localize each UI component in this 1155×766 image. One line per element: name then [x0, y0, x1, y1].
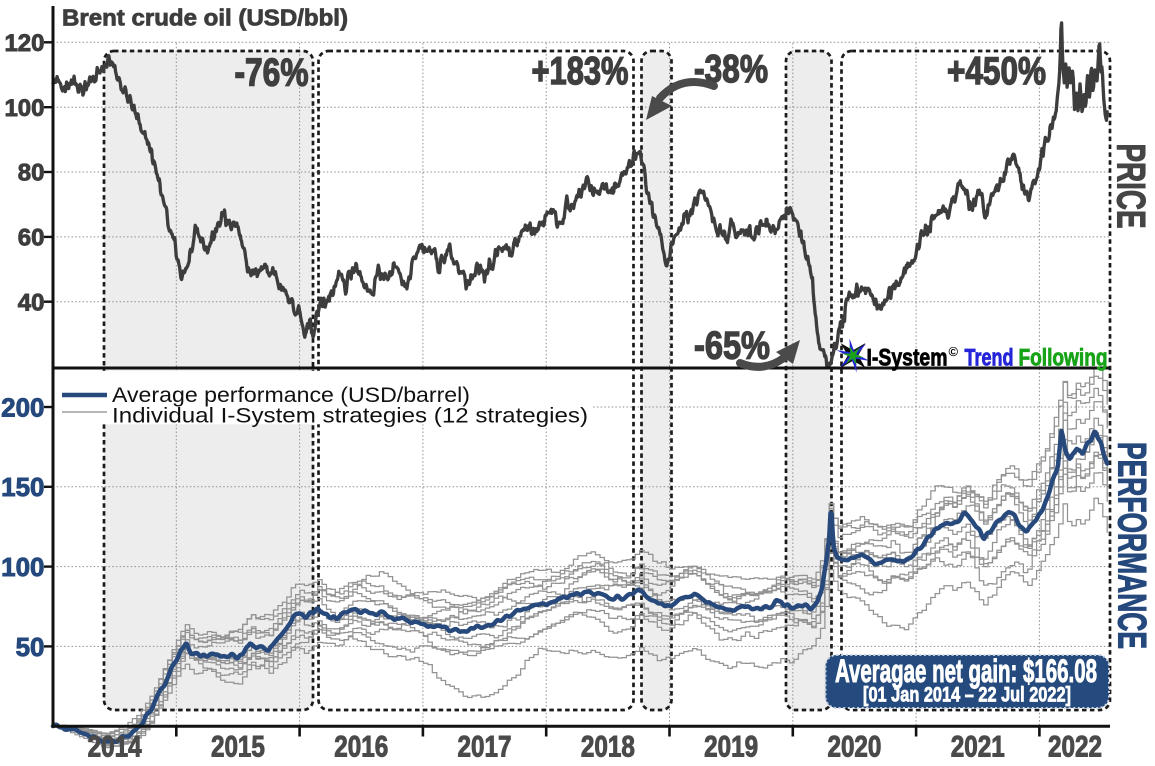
- svg-text:2015: 2015: [211, 731, 265, 764]
- svg-text:2022: 2022: [1048, 731, 1102, 764]
- svg-text:2014: 2014: [88, 731, 142, 764]
- svg-text:I-System: I-System: [867, 345, 948, 372]
- svg-text:120: 120: [4, 30, 44, 57]
- svg-text:+183%: +183%: [532, 50, 629, 93]
- svg-text:2021: 2021: [951, 731, 1005, 764]
- svg-text:40: 40: [18, 289, 45, 316]
- svg-text:150: 150: [1, 472, 44, 502]
- svg-text:Average performance (USD/barre: Average performance (USD/barrel): [112, 384, 470, 407]
- svg-text:2017: 2017: [458, 731, 512, 764]
- svg-text:2020: 2020: [827, 731, 881, 764]
- svg-text:PERFORMANCE: PERFORMANCE: [1110, 442, 1154, 649]
- svg-text:-65%: -65%: [694, 325, 770, 368]
- svg-text:[01 Jan 2014 – 22 Jul 2022]: [01 Jan 2014 – 22 Jul 2022]: [863, 684, 1071, 707]
- svg-text:Averagae net gain: $166.08: Averagae net gain: $166.08: [835, 653, 1097, 689]
- svg-text:100: 100: [1, 552, 44, 582]
- svg-text:100: 100: [4, 95, 44, 122]
- svg-text:Brent crude oil (USD/bbl): Brent crude oil (USD/bbl): [62, 5, 348, 31]
- svg-text:200: 200: [1, 392, 44, 422]
- svg-text:2019: 2019: [704, 731, 758, 764]
- svg-text:Individual I-System strategies: Individual I-System strategies (12 strat…: [112, 405, 588, 428]
- svg-text:-76%: -76%: [235, 52, 309, 95]
- svg-text:60: 60: [18, 225, 45, 252]
- svg-text:2018: 2018: [581, 731, 635, 764]
- svg-text:PRICE: PRICE: [1109, 144, 1153, 229]
- svg-text:Trend: Trend: [965, 345, 1014, 372]
- svg-text:Following: Following: [1019, 345, 1108, 372]
- svg-text:+450%: +450%: [947, 50, 1046, 93]
- svg-text:©: ©: [949, 344, 959, 359]
- svg-text:2016: 2016: [334, 731, 388, 764]
- svg-text:80: 80: [18, 160, 45, 187]
- svg-text:50: 50: [16, 632, 45, 662]
